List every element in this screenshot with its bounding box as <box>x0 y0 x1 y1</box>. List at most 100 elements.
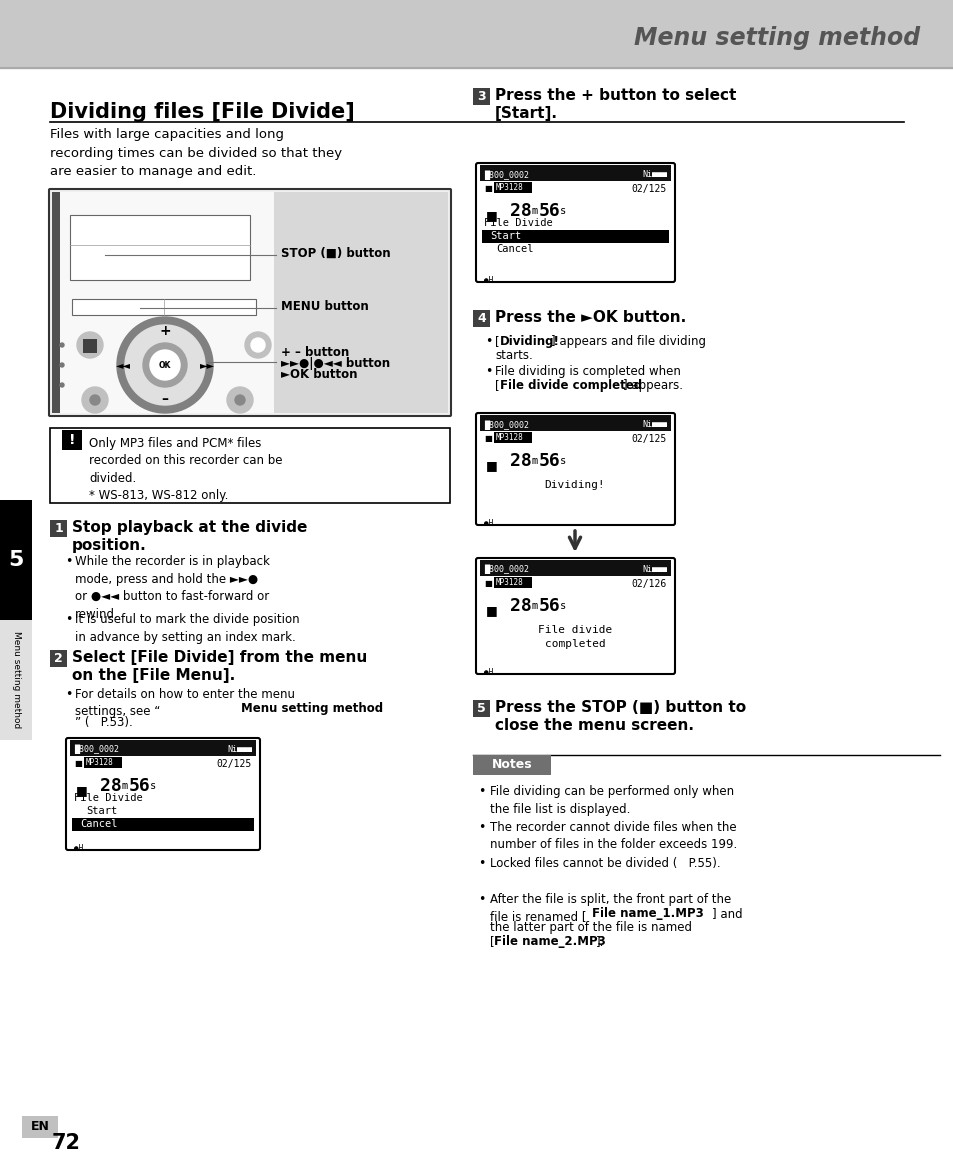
Text: Menu setting method: Menu setting method <box>11 631 20 728</box>
Text: m: m <box>122 780 128 791</box>
Text: Ni■■■: Ni■■■ <box>641 420 666 428</box>
Text: •: • <box>477 893 485 906</box>
Text: –: – <box>161 393 169 406</box>
Text: ●H: ●H <box>74 844 83 853</box>
Circle shape <box>150 350 180 380</box>
Text: m: m <box>532 601 537 611</box>
Bar <box>52 192 274 413</box>
Text: 3: 3 <box>476 90 485 103</box>
Text: Menu setting method: Menu setting method <box>633 25 919 50</box>
Text: Press the + button to select
[Start].: Press the + button to select [Start]. <box>495 88 736 120</box>
Text: 28: 28 <box>100 777 122 796</box>
Text: 02/125: 02/125 <box>631 434 666 444</box>
Text: ■: ■ <box>483 434 492 444</box>
Text: ■: ■ <box>74 758 82 768</box>
Text: s: s <box>559 206 566 217</box>
Bar <box>50 520 67 537</box>
Text: ] appears.: ] appears. <box>622 379 682 393</box>
Text: File dividing is completed when: File dividing is completed when <box>495 365 680 378</box>
Text: Ni■■■: Ni■■■ <box>641 565 666 574</box>
Text: Dividing!: Dividing! <box>499 335 559 349</box>
Text: Cancel: Cancel <box>496 244 533 254</box>
Text: ►►: ►► <box>199 360 214 371</box>
Text: s: s <box>559 456 566 466</box>
Bar <box>481 230 668 243</box>
Circle shape <box>234 395 245 405</box>
FancyBboxPatch shape <box>476 558 675 674</box>
Text: Dividing!: Dividing! <box>544 481 605 490</box>
Text: 5: 5 <box>9 550 24 570</box>
Text: OK: OK <box>158 360 171 369</box>
Text: Only MP3 files and PCM* files
recorded on this recorder can be
divided.
* WS-813: Only MP3 files and PCM* files recorded o… <box>89 437 282 503</box>
Circle shape <box>251 338 265 352</box>
Text: █800_0002: █800_0002 <box>483 170 529 179</box>
Text: File name_2.MP3: File name_2.MP3 <box>494 935 605 948</box>
Text: [: [ <box>495 335 499 349</box>
Bar <box>494 182 532 193</box>
Bar <box>473 699 490 717</box>
Text: The recorder cannot divide files when the
number of files in the folder exceeds : The recorder cannot divide files when th… <box>490 821 737 851</box>
Circle shape <box>60 343 64 347</box>
Bar <box>473 755 551 775</box>
Text: MP3128: MP3128 <box>496 578 523 587</box>
Text: Press the ►OK button.: Press the ►OK button. <box>495 310 685 325</box>
Text: Start: Start <box>86 806 117 816</box>
Text: 02/125: 02/125 <box>631 184 666 195</box>
Text: 28: 28 <box>510 598 531 615</box>
Text: ■: ■ <box>485 604 497 617</box>
Text: •: • <box>484 335 492 349</box>
Text: File Divide: File Divide <box>483 218 552 228</box>
Text: Notes: Notes <box>491 758 532 771</box>
Text: MP3128: MP3128 <box>86 758 113 767</box>
Text: STOP (■) button: STOP (■) button <box>281 247 390 259</box>
Bar <box>70 740 255 756</box>
Text: ] appears and file dividing: ] appears and file dividing <box>551 335 705 349</box>
Text: 56: 56 <box>538 598 560 615</box>
Circle shape <box>245 332 271 358</box>
Text: Stop playback at the divide
position.: Stop playback at the divide position. <box>71 520 307 554</box>
Circle shape <box>117 317 213 413</box>
Text: ●H: ●H <box>483 276 493 285</box>
Text: 56: 56 <box>538 201 560 220</box>
Circle shape <box>77 332 103 358</box>
Text: ■: ■ <box>76 784 88 797</box>
Text: Locked files cannot be divided (  P.55).: Locked files cannot be divided ( P.55). <box>490 857 720 870</box>
Bar <box>494 577 532 588</box>
Circle shape <box>125 325 205 405</box>
Text: 2: 2 <box>54 652 63 665</box>
Text: 1: 1 <box>54 522 63 535</box>
Text: Files with large capacities and long
recording times can be divided so that they: Files with large capacities and long rec… <box>50 129 342 178</box>
Text: + – button: + – button <box>281 345 349 359</box>
Text: 5: 5 <box>476 702 485 714</box>
FancyBboxPatch shape <box>49 189 451 416</box>
Bar <box>62 430 82 450</box>
Text: 56: 56 <box>129 777 151 796</box>
Text: █800_0002: █800_0002 <box>483 565 529 574</box>
Text: █800_0002: █800_0002 <box>74 745 119 755</box>
Bar <box>83 339 97 353</box>
Circle shape <box>60 383 64 387</box>
Circle shape <box>82 387 108 413</box>
Bar <box>0 0 953 68</box>
Text: File name_1.MP3: File name_1.MP3 <box>592 907 703 919</box>
Text: ◄◄: ◄◄ <box>115 360 131 371</box>
Text: ●H: ●H <box>483 519 493 528</box>
Text: •: • <box>477 857 485 870</box>
Text: Dividing files [File Divide]: Dividing files [File Divide] <box>50 102 355 122</box>
Text: File dividing can be performed only when
the file list is displayed.: File dividing can be performed only when… <box>490 785 734 815</box>
Text: █800_0002: █800_0002 <box>483 420 529 430</box>
Text: [: [ <box>490 935 494 948</box>
Circle shape <box>90 395 100 405</box>
Text: ►OK button: ►OK button <box>281 368 357 381</box>
Text: ►►●|●◄◄ button: ►►●|●◄◄ button <box>281 358 390 371</box>
Text: Start: Start <box>490 230 520 241</box>
Text: MENU button: MENU button <box>281 300 369 313</box>
Text: •: • <box>65 555 72 569</box>
Text: •: • <box>65 688 72 701</box>
Text: •: • <box>65 613 72 626</box>
FancyBboxPatch shape <box>476 413 675 525</box>
FancyBboxPatch shape <box>66 738 260 850</box>
Text: ■: ■ <box>485 459 497 472</box>
Bar <box>71 818 253 831</box>
Bar <box>22 1116 58 1138</box>
